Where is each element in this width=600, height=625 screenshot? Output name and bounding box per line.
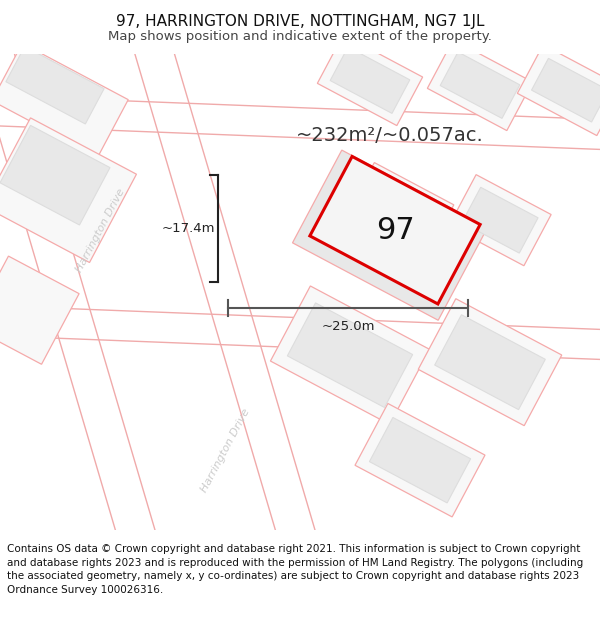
Polygon shape [418, 299, 562, 426]
Polygon shape [346, 162, 454, 258]
Text: Harrington Drive: Harrington Drive [74, 187, 127, 274]
Polygon shape [427, 40, 533, 131]
Polygon shape [532, 58, 600, 122]
Polygon shape [440, 52, 520, 118]
Polygon shape [0, 256, 79, 364]
Text: Harrington Drive: Harrington Drive [199, 407, 251, 494]
Polygon shape [317, 35, 422, 126]
Polygon shape [0, 43, 128, 157]
Polygon shape [0, 126, 110, 225]
Polygon shape [370, 418, 470, 503]
Text: ~25.0m: ~25.0m [321, 320, 375, 333]
Polygon shape [293, 150, 487, 320]
Polygon shape [517, 45, 600, 136]
Polygon shape [0, 95, 600, 150]
Polygon shape [434, 315, 545, 409]
Text: Map shows position and indicative extent of the property.: Map shows position and indicative extent… [108, 30, 492, 42]
Text: 97: 97 [376, 216, 415, 244]
Polygon shape [355, 404, 485, 517]
Polygon shape [462, 188, 538, 253]
Text: ~17.4m: ~17.4m [161, 222, 215, 235]
Polygon shape [330, 47, 410, 113]
Polygon shape [287, 303, 413, 408]
Polygon shape [0, 0, 168, 586]
Polygon shape [0, 305, 600, 360]
Polygon shape [449, 174, 551, 266]
Polygon shape [310, 156, 480, 304]
Text: ~232m²/~0.057ac.: ~232m²/~0.057ac. [296, 126, 484, 144]
Polygon shape [359, 175, 441, 245]
Text: 97, HARRINGTON DRIVE, NOTTINGHAM, NG7 1JL: 97, HARRINGTON DRIVE, NOTTINGHAM, NG7 1J… [116, 14, 484, 29]
Text: Contains OS data © Crown copyright and database right 2021. This information is : Contains OS data © Crown copyright and d… [7, 544, 583, 595]
Polygon shape [6, 46, 104, 124]
Polygon shape [0, 118, 136, 262]
Polygon shape [271, 286, 430, 424]
Polygon shape [122, 0, 328, 586]
